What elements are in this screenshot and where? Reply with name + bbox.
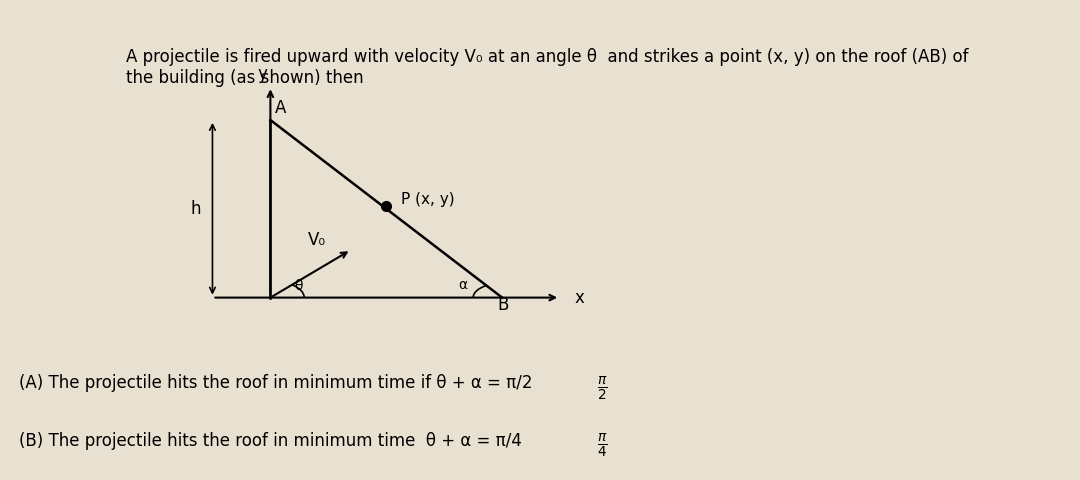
Text: (A) The projectile hits the roof in minimum time if θ + α = π/2: (A) The projectile hits the roof in mini… [19, 374, 532, 393]
Text: θ: θ [295, 279, 303, 293]
Text: A projectile is fired upward with velocity V₀ at an angle θ  and strikes a point: A projectile is fired upward with veloci… [125, 48, 968, 87]
Text: x: x [575, 288, 584, 307]
Text: A: A [275, 99, 286, 117]
Text: $\frac{\pi}{2}$: $\frac{\pi}{2}$ [597, 374, 607, 403]
Text: V₀: V₀ [308, 231, 326, 249]
Text: y: y [258, 65, 268, 83]
Text: $\frac{\pi}{4}$: $\frac{\pi}{4}$ [597, 432, 607, 460]
Text: α: α [459, 278, 468, 292]
Text: (B) The projectile hits the roof in minimum time  θ + α = π/4: (B) The projectile hits the roof in mini… [19, 432, 523, 450]
Text: h: h [190, 200, 201, 218]
Text: B: B [497, 296, 509, 313]
Text: P (x, y): P (x, y) [401, 192, 455, 207]
